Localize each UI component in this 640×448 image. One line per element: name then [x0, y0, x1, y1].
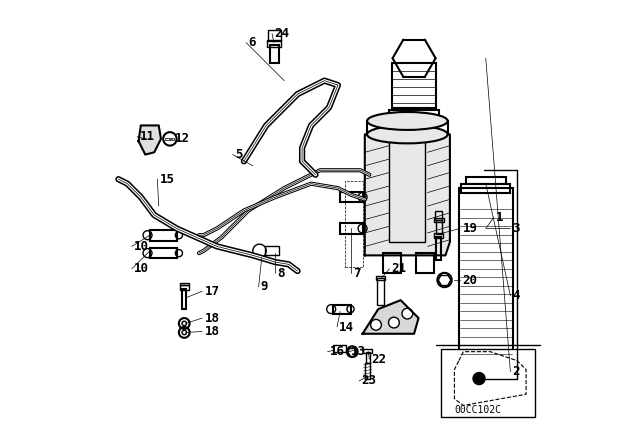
Text: 7: 7	[353, 267, 361, 280]
Text: 10: 10	[134, 262, 149, 276]
Text: 11: 11	[140, 130, 154, 143]
Bar	[268, 30, 280, 41]
Polygon shape	[139, 125, 161, 155]
Polygon shape	[365, 134, 450, 255]
Circle shape	[402, 308, 413, 319]
Text: 19: 19	[463, 222, 477, 235]
Bar	[435, 211, 442, 220]
Text: 3: 3	[513, 222, 520, 235]
Text: 4: 4	[513, 289, 520, 302]
Bar	[383, 253, 401, 273]
Text: 5: 5	[235, 148, 243, 161]
Text: 20: 20	[463, 273, 477, 287]
Bar	[389, 110, 439, 121]
Text: 22: 22	[371, 353, 387, 366]
Bar	[340, 223, 363, 234]
Circle shape	[472, 372, 486, 385]
Text: 21: 21	[392, 262, 406, 276]
Text: 24: 24	[275, 27, 289, 40]
Ellipse shape	[367, 112, 448, 130]
Bar	[436, 237, 441, 260]
Bar	[365, 363, 370, 379]
Ellipse shape	[367, 125, 448, 143]
Text: 23: 23	[361, 374, 376, 388]
Text: 00CC102C: 00CC102C	[454, 405, 501, 415]
Text: 9: 9	[261, 280, 268, 293]
Bar	[365, 352, 370, 363]
Text: 10: 10	[134, 240, 149, 253]
Bar	[436, 220, 442, 234]
Text: 15: 15	[159, 172, 175, 186]
Bar	[345, 181, 363, 267]
Bar	[333, 305, 351, 314]
Bar	[267, 40, 282, 47]
Bar	[459, 188, 513, 358]
Bar	[417, 253, 435, 273]
Bar	[441, 349, 535, 417]
Bar	[333, 345, 346, 352]
Circle shape	[388, 317, 399, 328]
Polygon shape	[362, 300, 419, 334]
Bar	[266, 246, 279, 255]
Bar	[165, 138, 174, 140]
Circle shape	[371, 319, 381, 330]
Bar	[378, 278, 384, 305]
Text: 2: 2	[513, 365, 520, 379]
Bar	[392, 63, 436, 108]
Text: 1: 1	[496, 211, 504, 224]
Bar	[364, 349, 372, 353]
Text: 12: 12	[174, 132, 189, 146]
Bar	[340, 192, 363, 202]
Bar	[435, 233, 444, 238]
Bar	[389, 139, 425, 242]
Text: 13: 13	[351, 345, 366, 358]
Bar	[466, 177, 506, 184]
Text: 8: 8	[278, 267, 285, 280]
Text: 17: 17	[204, 284, 220, 298]
Bar	[150, 230, 177, 241]
Text: 18: 18	[204, 325, 220, 338]
Text: 18: 18	[204, 311, 220, 325]
Text: 16: 16	[330, 345, 345, 358]
Bar	[180, 285, 189, 290]
Bar	[150, 248, 177, 258]
Text: 14: 14	[339, 320, 355, 334]
Text: 6: 6	[248, 36, 256, 49]
Bar	[461, 184, 511, 193]
Bar	[376, 276, 385, 280]
Bar	[434, 218, 444, 222]
Bar	[270, 45, 279, 63]
Bar	[180, 283, 189, 285]
Bar	[182, 289, 186, 309]
